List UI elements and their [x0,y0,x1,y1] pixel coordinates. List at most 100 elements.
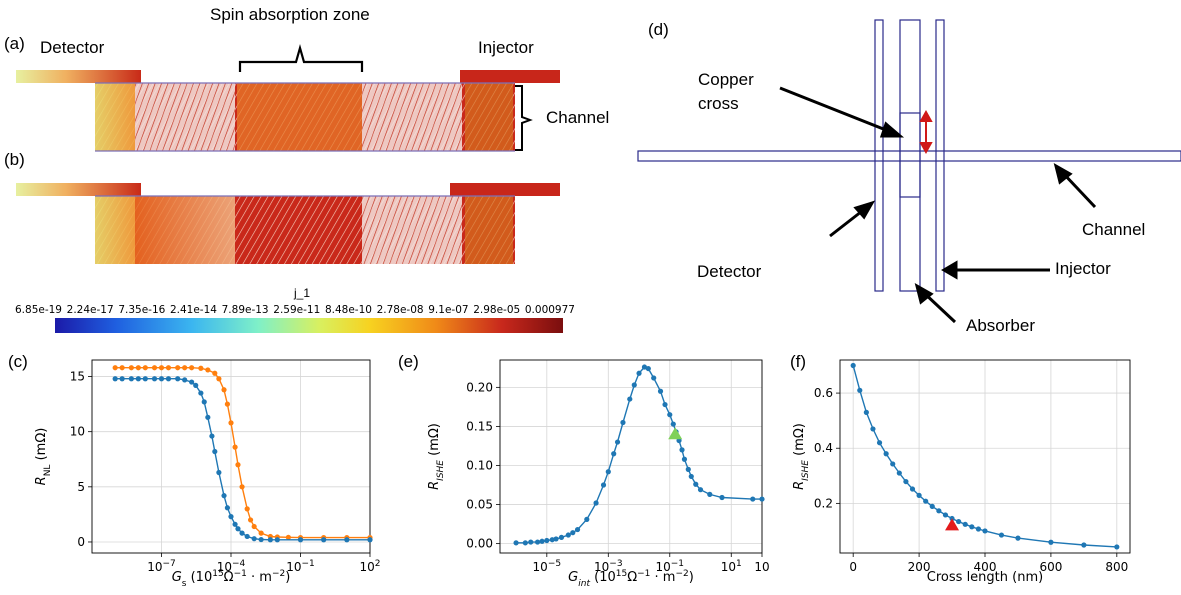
x-tick-label: 10−4 [217,559,246,574]
data-point [258,536,264,543]
data-point [1114,544,1120,550]
data-point [228,514,234,520]
data-point [182,365,188,371]
data-point [570,530,576,536]
panel-label-d: (d) [648,20,669,39]
series-line [115,366,370,539]
data-point [216,469,222,476]
data-point [600,482,607,488]
y-tick-label: 0.05 [466,498,493,512]
data-point [719,494,725,501]
plot-frame [91,359,371,554]
x-tick-label: 101 [721,559,742,574]
data-point [750,496,756,502]
data-point [285,534,291,540]
colorbar [55,318,563,333]
schematic-injector-label: Injector [1055,259,1111,278]
data-point [850,362,856,369]
colorbar-tick-label: 2.78e-08 [376,304,424,316]
data-point [216,376,222,382]
data-point [975,526,982,532]
data-point [151,365,158,371]
data-point [539,538,545,544]
data-point [969,524,975,530]
data-point [693,481,699,487]
x-tick-label: 102 [359,559,380,574]
data-point [574,526,581,533]
data-point [193,382,199,388]
y-tick-label: 10 [70,425,85,439]
colorbar-tick-labels: 6.85e-19 2.24e-17 7.35e-16 2.41e-14 7.89e-13… [15,304,575,316]
data-point [896,470,902,476]
data-point [593,500,599,506]
panel-label-f: (f) [790,352,807,371]
data-point [224,505,231,511]
data-point [244,533,250,540]
data-point [151,376,158,382]
colorbar-tick-label: 8.48e-10 [324,304,372,316]
data-point [651,375,657,381]
schematic-channel [637,150,1181,162]
data-point [558,534,565,540]
panel-label-a: (a) [4,34,25,53]
x-tick-label: 10−1 [286,559,315,574]
colorbar-title: j_1 [294,286,311,300]
data-point [158,376,165,382]
data-point [224,401,231,407]
data-point [201,399,207,405]
colorbar-tick-label: 9.1e-07 [428,304,469,316]
y-axis-label: RISHE (mΩ) [427,423,446,490]
data-point [367,537,373,543]
chart-f: 0 200 400 600 800 0.2 0.4 0.6 Cross length (nm) R… [792,359,1131,585]
x-tick-label: 200 [908,560,931,574]
colorbar-tick-label: 7.89e-13 [221,304,269,316]
data-point [142,376,148,382]
series-line [115,378,370,541]
data-point [645,365,651,372]
data-point [112,376,118,382]
data-point [112,365,118,371]
data-point [883,451,889,457]
data-point [165,365,172,371]
data-point [903,478,909,485]
simulation-panel: Detector Spin absorption zone Injector C… [0,0,609,340]
data-point [232,444,238,450]
data-point [876,440,883,446]
chart-c: 10−7 10−4 10−1 102 0 5 10 15 Gs (1015Ω−1 · m−2) R… [34,359,381,589]
data-point [232,521,238,527]
x-tick-label: 0 [849,560,857,574]
copper-cross-label: Copper cross [698,70,754,113]
data-point [681,456,688,462]
y-tick-label: 0.6 [814,386,833,400]
data-point [258,530,264,536]
highlight-marker [668,427,683,440]
data-point [228,420,234,426]
data-point [685,466,691,472]
data-point [1048,539,1054,545]
data-point [212,370,218,376]
y-tick-label: 0.20 [466,380,493,394]
colorbar-tick-label: 6.85e-19 [15,304,62,316]
data-point [209,433,215,439]
data-point [670,421,676,427]
schematic-injector [935,19,945,292]
colorbar-tick-label: 2.41e-14 [169,304,217,316]
data-point [321,537,327,543]
data-point [936,508,942,514]
y-tick-label: 15 [70,370,85,384]
data-point [251,536,257,542]
data-point [909,486,916,492]
schematic-detector [874,19,884,292]
schematic-copper-cross [899,112,921,198]
schematic-absorber [899,19,921,292]
y-tick-label: 0.2 [814,496,833,510]
data-point [942,512,949,518]
x-tick-label: 800 [1105,560,1128,574]
data-point [534,539,541,545]
chart-e: 10−5 10−3 10−1 101 10 0.00 0.05 0.10 0.15 0.20 Gin… [427,359,770,589]
panel-label-e: (e) [398,352,419,371]
data-point [688,473,694,480]
data-point [205,367,211,373]
data-point [759,496,765,502]
colorbar-tick-label: 2.98e-05 [473,304,521,316]
